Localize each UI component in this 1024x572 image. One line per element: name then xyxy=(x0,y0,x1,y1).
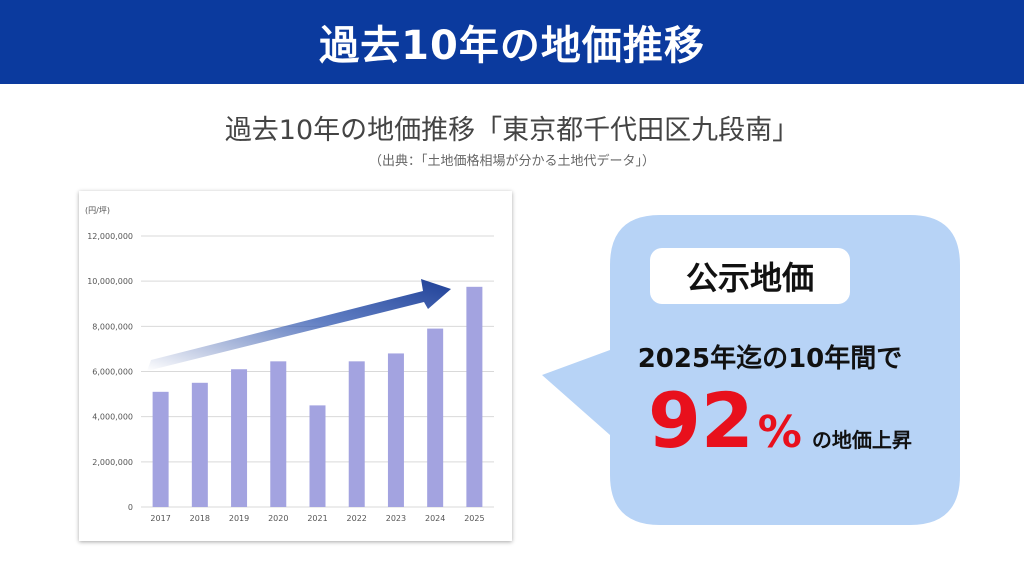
x-tick-label: 2019 xyxy=(229,514,249,523)
bar-2022 xyxy=(348,361,365,507)
page-title: 過去10年の地価推移 xyxy=(319,23,705,69)
callout-bubble: 公示地価 2025年迄の10年間で 92 % の地価上昇 xyxy=(540,215,960,525)
chart-subtitle: 過去10年の地価推移「東京都千代田区九段南」 xyxy=(224,115,800,146)
trend-arrow xyxy=(147,279,451,371)
percent-unit: % xyxy=(757,407,802,458)
header-banner: 過去10年の地価推移 xyxy=(0,0,1024,84)
bar-2025 xyxy=(466,286,483,507)
x-tick-label: 2024 xyxy=(425,514,445,523)
callout-text: 2025年迄の10年間で xyxy=(637,344,903,374)
x-tick-label: 2018 xyxy=(190,514,210,523)
chart-card: (円/坪) 0 2,000,000 4,000,000 6,000,000 8,000,… xyxy=(79,191,512,541)
percent-row: 92 % の地価上昇 xyxy=(648,383,948,483)
callout-label: 公示地価 xyxy=(650,248,850,304)
x-tick-label: 2017 xyxy=(150,514,170,523)
x-tick-label: 2022 xyxy=(347,514,367,523)
y-tick-label: 8,000,000 xyxy=(92,322,133,331)
bar-chart: (円/坪) 0 2,000,000 4,000,000 6,000,000 8,000,… xyxy=(85,206,494,523)
y-unit-label: (円/坪) xyxy=(85,206,110,215)
y-tick-label: 6,000,000 xyxy=(92,368,133,377)
y-tick-label: 10,000,000 xyxy=(87,277,133,286)
x-tick-label: 2020 xyxy=(268,514,288,523)
bar-2017 xyxy=(152,391,169,507)
x-tick-label: 2023 xyxy=(386,514,406,523)
y-tick-label: 4,000,000 xyxy=(92,413,133,422)
bar-2019 xyxy=(231,369,248,507)
bar-2018 xyxy=(191,382,208,507)
bar-2020 xyxy=(270,361,287,507)
bar-2024 xyxy=(427,328,444,507)
source-note: （出典：「土地価格相場が分かる土地代データ」） xyxy=(368,154,655,169)
y-tick-label: 0 xyxy=(128,503,133,512)
y-tick-label: 2,000,000 xyxy=(92,458,133,467)
y-tick-label: 12,000,000 xyxy=(87,232,133,241)
bar-2021 xyxy=(309,405,326,507)
bar-2023 xyxy=(387,353,404,507)
percent-value: 92 xyxy=(648,376,754,465)
speech-bubble-shape xyxy=(542,215,960,525)
percent-suffix: の地価上昇 xyxy=(811,428,912,452)
x-tick-label: 2021 xyxy=(307,514,327,523)
x-tick-label: 2025 xyxy=(464,514,484,523)
